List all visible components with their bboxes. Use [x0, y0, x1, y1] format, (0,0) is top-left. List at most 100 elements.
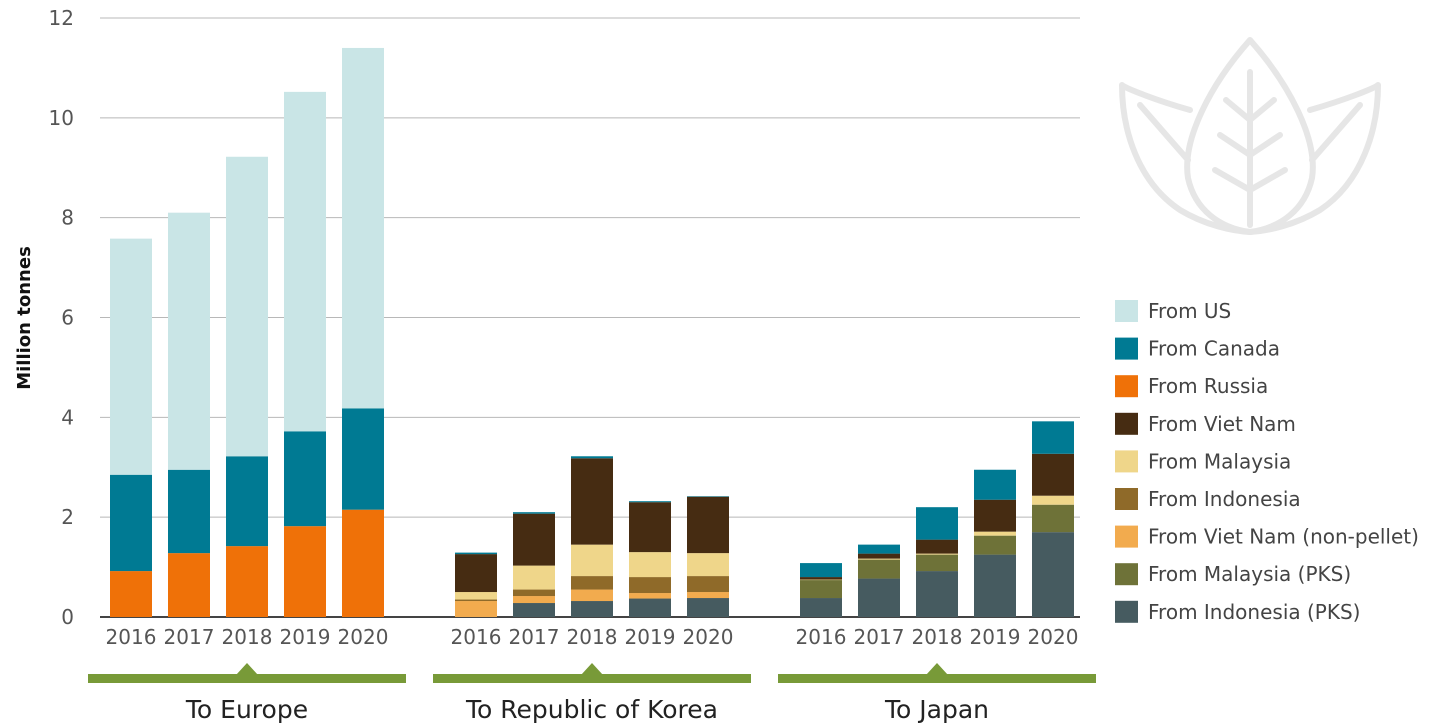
y-tick-label: 12 [49, 6, 74, 30]
bar-segment [513, 513, 555, 566]
legend-swatch [1115, 563, 1138, 586]
bar-segment [1032, 495, 1074, 505]
x-tick-label: 2018 [912, 625, 963, 649]
bar-segment [687, 496, 729, 554]
bar-segment [858, 558, 900, 560]
legend-swatch [1115, 300, 1138, 322]
bar-segment [916, 553, 958, 555]
x-tick-label: 2018 [567, 625, 618, 649]
bar-segment [455, 554, 497, 593]
legend-swatch [1115, 412, 1138, 435]
bar-segment [513, 596, 555, 604]
bar-segment [571, 544, 613, 577]
x-tick-label: 2020 [338, 625, 389, 649]
bar-segment [629, 598, 671, 617]
bar-segment [513, 512, 555, 514]
bar-segment [455, 592, 497, 600]
group-bracket-notch [926, 663, 948, 675]
bar-segment [629, 577, 671, 594]
x-tick-label: 2017 [509, 625, 560, 649]
bar-segment [110, 474, 152, 572]
x-axis-ticks: 2016 2017 2018 2019 2020 2016 2017 2018 2019 2020… [106, 625, 1079, 649]
legend-swatch [1115, 525, 1138, 548]
bar-segment [168, 212, 210, 470]
bar-segment [513, 589, 555, 597]
x-tick-label: 2017 [164, 625, 215, 649]
bar-segment [513, 603, 555, 617]
bar-segment [284, 91, 326, 432]
bar-segment [1032, 504, 1074, 533]
legend-swatch [1115, 450, 1138, 473]
legend-swatch [1115, 337, 1138, 360]
bar-segment [226, 456, 268, 547]
bar-segment [629, 593, 671, 599]
bar-segment [513, 565, 555, 590]
bar-segment [687, 598, 729, 617]
bar-segment [974, 554, 1016, 617]
bar-segment [916, 539, 958, 554]
bar-segment [800, 598, 842, 617]
y-tick-label: 0 [61, 605, 74, 629]
group-bracket [88, 674, 406, 683]
group-bracket [778, 674, 1096, 683]
y-tick-label: 4 [61, 405, 74, 429]
bar-segment [342, 509, 384, 617]
legend-swatch [1115, 488, 1138, 510]
bar-segment [858, 578, 900, 617]
bar-segment [455, 599, 497, 602]
x-tick-label: 2019 [970, 625, 1021, 649]
x-tick-label: 2016 [451, 625, 502, 649]
legend-label: From Malaysia (PKS) [1148, 562, 1351, 586]
bar-segment [629, 501, 671, 503]
bar-segment [974, 535, 1016, 555]
bar-segment [168, 469, 210, 554]
bar-segment [916, 507, 958, 540]
bar-segment [800, 580, 842, 599]
bar-segment [571, 601, 613, 617]
x-tick-label: 2018 [222, 625, 273, 649]
legend-label: From US [1148, 299, 1231, 323]
x-tick-label: 2019 [625, 625, 676, 649]
y-axis-ticks: 0 2 4 6 8 10 12 [49, 6, 74, 629]
legend-label: From Indonesia (PKS) [1148, 600, 1360, 624]
bar-segment [284, 431, 326, 527]
group-bracket-notch [581, 663, 603, 675]
bar-segment [284, 526, 326, 617]
group-bracket-notch [236, 663, 258, 675]
x-tick-label: 2016 [106, 625, 157, 649]
bar-segment [687, 576, 729, 593]
bar-segment [687, 553, 729, 577]
group-label: To Europe [185, 695, 308, 723]
bar-segment [916, 554, 958, 572]
group-labels: To Europe To Republic of Korea To Japan [88, 663, 1096, 723]
x-tick-label: 2019 [280, 625, 331, 649]
leaf-watermark-icon [1119, 37, 1381, 235]
bar-segment [1032, 421, 1074, 454]
bar-segment [168, 553, 210, 617]
bar-segment [571, 576, 613, 590]
bar-segment [800, 563, 842, 578]
bar-segment [110, 238, 152, 475]
group-label: To Japan [884, 695, 989, 723]
bar-segment [1032, 453, 1074, 496]
bar-segment [858, 559, 900, 579]
legend-label: From Malaysia [1148, 449, 1291, 473]
legend-label: From Canada [1148, 337, 1280, 361]
bar-segment [858, 544, 900, 554]
x-tick-label: 2017 [854, 625, 905, 649]
x-tick-label: 2016 [796, 625, 847, 649]
bar-segment [571, 589, 613, 602]
bar-segment [226, 546, 268, 617]
bar-segment [974, 531, 1016, 536]
bar-segment [342, 408, 384, 510]
bar-segment [800, 577, 842, 580]
bar-segment [455, 601, 497, 617]
legend-label: From Viet Nam [1148, 412, 1296, 436]
y-axis-label: Million tonnes [14, 246, 35, 390]
legend-swatch [1115, 375, 1138, 398]
legend-label: From Russia [1148, 374, 1268, 398]
bar-segment [455, 552, 497, 555]
bar-segment [342, 47, 384, 409]
y-tick-label: 8 [61, 206, 74, 230]
